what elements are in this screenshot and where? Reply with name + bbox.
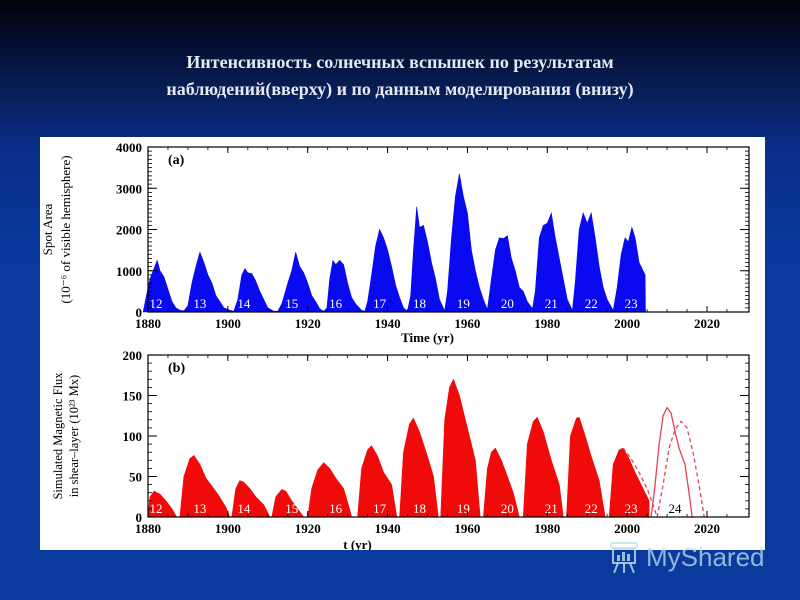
cycle-label: 23 [625,296,638,311]
chart-a-panel-label: (a) [168,153,185,168]
y-tick-label: 0 [136,510,143,525]
cycle-label: 18 [413,296,426,311]
x-tick-label: 1920 [295,521,321,536]
watermark-text: MyShared [646,541,765,572]
chart-b-forecast-line [656,420,705,518]
chart-a-data-area [142,173,646,313]
cycle-label: 19 [457,296,470,311]
cycle-label: 18 [413,501,426,516]
chart-b-data-area [147,378,650,518]
x-tick-label: 1980 [534,521,560,536]
cycle-label: 21 [545,501,558,516]
y-tick-label: 2000 [116,223,142,238]
x-tick-label: 1940 [375,316,401,331]
cycle-label: 24 [669,501,683,516]
cycle-label: 17 [373,296,387,311]
cycle-label: 20 [501,501,514,516]
y-tick-label: 150 [123,389,143,404]
chart-b-cycle-labels: 12 13 14 15 16 17 18 19 20 21 22 23 24 [149,501,682,516]
cycle-label: 15 [285,296,298,311]
chart-b-panel-label: (b) [168,361,185,376]
chart-a-area [142,173,646,313]
cycle-label: 15 [285,501,298,516]
x-tick-label: 1900 [215,521,241,536]
x-tick-label: 2020 [694,521,720,536]
chart-a-y-axis-label: Spot Area (10⁻⁶ of visible hemisphere) [40,155,73,303]
slide-title-line-1: Интенсивность солнечных вспышек по резул… [186,52,614,72]
chart-a-cycle-labels: 12 13 14 15 16 17 18 19 20 21 22 23 [149,296,637,311]
x-tick-label: 1880 [135,521,161,536]
chart-b-forecast-lines [622,406,705,518]
y-tick-label: 100 [123,429,143,444]
chart-b-y-label-line-1: Simulated Magnetic Flux [51,372,65,500]
y-tick-label: 200 [123,348,143,363]
x-tick-label: 1900 [215,316,241,331]
chart-b-forecast-line [650,406,693,518]
chart-a: 12 13 14 15 16 17 18 19 20 21 22 23 1880 1900 1920 194… [40,140,750,345]
watermark: MyShared [608,537,765,577]
chart-a-y-label-line-1: Spot Area [40,203,55,255]
chart-b-y-axis-label: Simulated Magnetic Flux in shear–layer (… [51,372,81,500]
chart-b-y-label-line-2: in shear–layer (10²³ Mx) [67,375,81,497]
x-tick-label: 2020 [694,316,720,331]
cycle-label: 16 [329,296,343,311]
x-tick-label: 1960 [454,316,480,331]
x-tick-label: 2000 [614,521,640,536]
solar-cycle-figure: 12 13 14 15 16 17 18 19 20 21 22 23 1880 1900 1920 194… [40,140,750,552]
chart-b: 12 13 14 15 16 17 18 19 20 21 22 23 24 1880 1900 1920 1… [51,348,750,552]
chart-b-axes: 1880 1900 1920 1940 1960 1980 2000 202005010015… [123,348,749,536]
x-tick-label: 1940 [375,521,401,536]
cycle-label: 20 [501,296,514,311]
cycle-label: 19 [457,501,470,516]
figure-panel: 12 13 14 15 16 17 18 19 20 21 22 23 1880 1900 1920 194… [40,137,765,552]
cycle-label: 12 [149,501,162,516]
cycle-label: 13 [193,296,206,311]
y-tick-label: 50 [129,470,142,485]
cycle-label: 21 [545,296,558,311]
cycle-label: 16 [329,501,343,516]
x-tick-label: 1880 [135,316,161,331]
x-tick-label: 1960 [454,521,480,536]
chart-b-x-axis-label: t (yr) [343,537,372,550]
chart-b-forecast-line [622,447,658,518]
cycle-label: 23 [625,501,638,516]
cycle-label: 17 [373,501,387,516]
y-tick-label: 4000 [116,140,142,155]
cycle-label: 14 [237,296,251,311]
x-tick-label: 1980 [534,316,560,331]
x-tick-label: 2000 [614,316,640,331]
slide-title: Интенсивность солнечных вспышек по резул… [0,49,800,103]
cycle-label: 12 [149,296,162,311]
chart-a-y-label-line-2: (10⁻⁶ of visible hemisphere) [58,155,73,303]
chart-a-x-axis-label: Time (yr) [401,330,454,345]
presentation-board-icon [610,542,638,574]
cycle-label: 22 [585,501,598,516]
y-tick-label: 1000 [116,264,142,279]
slide-title-line-2: наблюдений(вверху) и по данным моделиров… [166,79,634,99]
y-tick-label: 0 [136,305,143,320]
cycle-label: 22 [585,296,598,311]
cycle-label: 13 [193,501,206,516]
x-tick-label: 1920 [295,316,321,331]
cycle-label: 14 [237,501,251,516]
chart-b-area [147,378,650,518]
y-tick-label: 3000 [116,181,142,196]
chart-a-axes: 1880 1900 1920 1940 1960 1980 2000 202001000200… [116,140,749,331]
